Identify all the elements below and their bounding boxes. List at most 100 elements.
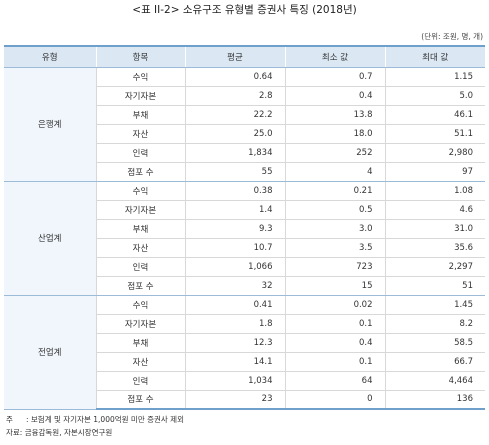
mean-cell: 10.7 xyxy=(185,238,285,258)
note-label: 주 xyxy=(6,415,13,424)
min-cell: 0.1 xyxy=(284,314,385,334)
table-row: 부채 9.3 3.0 31.0 xyxy=(4,219,485,239)
header-min: 최소 값 xyxy=(284,45,385,68)
mean-cell: 2.8 xyxy=(185,86,285,106)
max-cell: 4,464 xyxy=(384,371,485,391)
min-cell: 15 xyxy=(284,276,385,296)
mean-cell: 55 xyxy=(185,162,285,182)
min-cell: 3.0 xyxy=(284,219,385,239)
footnotes: 주 : 보험계 및 자기자본 1,000억원 미만 증권사 제외 자료: 금융감독… xyxy=(6,413,184,439)
max-cell: 1.45 xyxy=(384,295,485,315)
min-cell: 252 xyxy=(284,143,385,163)
item-cell: 인력 xyxy=(96,371,186,391)
mean-cell: 23 xyxy=(185,390,285,410)
mean-cell: 0.38 xyxy=(185,181,285,201)
max-cell: 5.0 xyxy=(384,86,485,106)
table-row: 은행계 수익 0.64 0.7 1.15 xyxy=(4,67,485,182)
mean-cell: 1.4 xyxy=(185,200,285,220)
item-cell: 자기자본 xyxy=(96,200,186,220)
group-type-cell: 전업계 xyxy=(4,295,97,410)
min-cell: 18.0 xyxy=(284,124,385,144)
mean-cell: 9.3 xyxy=(185,219,285,239)
table-row: 자산 10.7 3.5 35.6 xyxy=(4,238,485,258)
item-cell: 인력 xyxy=(96,143,186,163)
table-row: 점포 수 55 4 97 xyxy=(4,162,485,182)
item-cell: 자기자본 xyxy=(96,314,186,334)
mean-cell: 1,034 xyxy=(185,371,285,391)
mean-cell: 0.41 xyxy=(185,295,285,315)
item-cell: 수익 xyxy=(96,67,186,87)
item-cell: 자산 xyxy=(96,238,186,258)
item-cell: 수익 xyxy=(96,181,186,201)
mean-cell: 14.1 xyxy=(185,352,285,372)
item-cell: 부채 xyxy=(96,333,186,353)
table-row: 부채 22.2 13.8 46.1 xyxy=(4,105,485,125)
min-cell: 64 xyxy=(284,371,385,391)
item-cell: 부채 xyxy=(96,219,186,239)
mean-cell: 32 xyxy=(185,276,285,296)
min-cell: 0.5 xyxy=(284,200,385,220)
note-text: : 보험계 및 자기자본 1,000억원 미만 증권사 제외 xyxy=(26,415,184,424)
max-cell: 51 xyxy=(384,276,485,296)
table-row: 산업계 수익 0.38 0.21 1.08 xyxy=(4,181,485,296)
max-cell: 136 xyxy=(384,390,485,410)
table-title: <표 II-2> 소유구조 유형별 증권사 특징 (2018년) xyxy=(132,4,357,16)
table-row: 부채 12.3 0.4 58.5 xyxy=(4,333,485,353)
item-cell: 자산 xyxy=(96,352,186,372)
source-note: 자료: 금융감독원, 자본시장연구원 xyxy=(6,428,113,437)
max-cell: 58.5 xyxy=(384,333,485,353)
item-cell: 점포 수 xyxy=(96,162,186,182)
note-row: 주 : 보험계 및 자기자본 1,000억원 미만 증권사 제외 xyxy=(6,413,184,426)
min-cell: 0.4 xyxy=(284,86,385,106)
unit-label: (단위: 조원, 명, 개) xyxy=(421,32,483,41)
item-cell: 수익 xyxy=(96,295,186,315)
item-cell: 점포 수 xyxy=(96,276,186,296)
item-cell: 점포 수 xyxy=(96,390,186,410)
item-cell: 자산 xyxy=(96,124,186,144)
max-cell: 97 xyxy=(384,162,485,182)
min-cell: 0.7 xyxy=(284,67,385,87)
max-cell: 31.0 xyxy=(384,219,485,239)
mean-cell: 1.8 xyxy=(185,314,285,334)
max-cell: 2,297 xyxy=(384,257,485,277)
table-row: 점포 수 23 0 136 xyxy=(4,390,485,410)
mean-cell: 1,834 xyxy=(185,143,285,163)
mean-cell: 12.3 xyxy=(185,333,285,353)
table-row: 자기자본 1.4 0.5 4.6 xyxy=(4,200,485,220)
table-row: 전업계 수익 0.41 0.02 1.45 xyxy=(4,295,485,410)
header-max: 최대 값 xyxy=(384,45,485,68)
table-row: 인력 1,034 64 4,464 xyxy=(4,371,485,391)
min-cell: 723 xyxy=(284,257,385,277)
min-cell: 0.21 xyxy=(284,181,385,201)
data-table: 유형 항목 평균 최소 값 최대 값 은행계 수익 0.64 0.7 1.15 자기자본 2… xyxy=(4,45,485,410)
mean-cell: 0.64 xyxy=(185,67,285,87)
mean-cell: 1,066 xyxy=(185,257,285,277)
group-type-cell: 은행계 xyxy=(4,67,97,182)
min-cell: 4 xyxy=(284,162,385,182)
max-cell: 8.2 xyxy=(384,314,485,334)
table-row: 인력 1,834 252 2,980 xyxy=(4,143,485,163)
min-cell: 0.02 xyxy=(284,295,385,315)
item-cell: 인력 xyxy=(96,257,186,277)
group-type-cell: 산업계 xyxy=(4,181,97,296)
table-row: 자산 14.1 0.1 66.7 xyxy=(4,352,485,372)
max-cell: 1.15 xyxy=(384,67,485,87)
header-mean: 평균 xyxy=(184,45,285,68)
header-item: 항목 xyxy=(95,45,185,68)
max-cell: 46.1 xyxy=(384,105,485,125)
mean-cell: 25.0 xyxy=(185,124,285,144)
item-cell: 부채 xyxy=(96,105,186,125)
max-cell: 35.6 xyxy=(384,238,485,258)
table-row: 자기자본 2.8 0.4 5.0 xyxy=(4,86,485,106)
max-cell: 51.1 xyxy=(384,124,485,144)
header-type: 유형 xyxy=(4,45,96,68)
table-row: 인력 1,066 723 2,297 xyxy=(4,257,485,277)
min-cell: 3.5 xyxy=(284,238,385,258)
table-row: 자기자본 1.8 0.1 8.2 xyxy=(4,314,485,334)
max-cell: 66.7 xyxy=(384,352,485,372)
max-cell: 2,980 xyxy=(384,143,485,163)
item-cell: 자기자본 xyxy=(96,86,186,106)
min-cell: 0.4 xyxy=(284,333,385,353)
max-cell: 1.08 xyxy=(384,181,485,201)
table-row: 점포 수 32 15 51 xyxy=(4,276,485,296)
